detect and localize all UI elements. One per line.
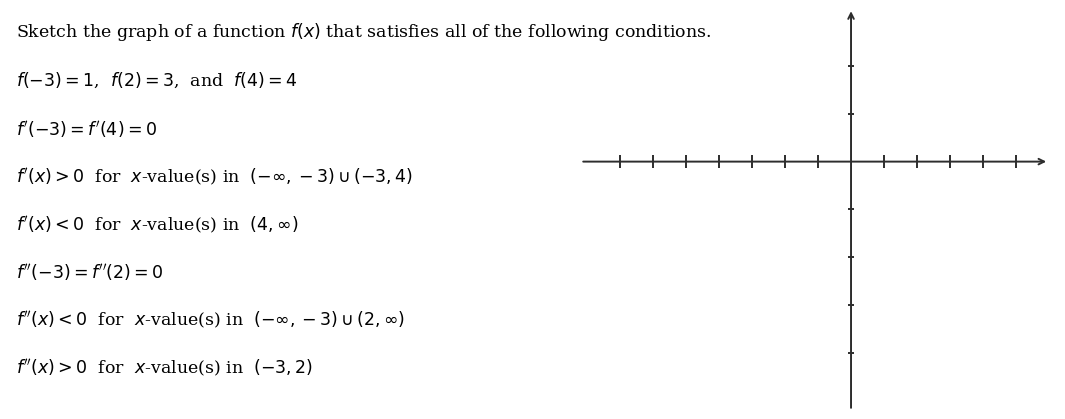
Text: $f''(-3) = f''(2) = 0$: $f''(-3) = f''(2) = 0$ [16,262,164,283]
Text: Sketch the graph of a function $f(x)$ that satisfies all of the following condit: Sketch the graph of a function $f(x)$ th… [16,21,711,43]
Text: $f'(-3) = f'(4) = 0$: $f'(-3) = f'(4) = 0$ [16,119,157,140]
Text: $f''(x) > 0$  for  $x$-value(s) in  $(-3, 2)$: $f''(x) > 0$ for $x$-value(s) in $(-3, 2… [16,358,313,379]
Text: $f(-3) = 1$,  $f(2) = 3$,  and  $f(4) = 4$: $f(-3) = 1$, $f(2) = 3$, and $f(4) = 4$ [16,71,297,91]
Text: $f'(x) < 0$  for  $x$-value(s) in  $(4, \infty)$: $f'(x) < 0$ for $x$-value(s) in $(4, \in… [16,215,298,235]
Text: $f'(x) > 0$  for  $x$-value(s) in  $(-\infty, -3) \cup (-3, 4)$: $f'(x) > 0$ for $x$-value(s) in $(-\inft… [16,167,413,188]
Text: $f''(x) < 0$  for  $x$-value(s) in  $(-\infty, -3) \cup (2, \infty)$: $f''(x) < 0$ for $x$-value(s) in $(-\inf… [16,310,405,331]
